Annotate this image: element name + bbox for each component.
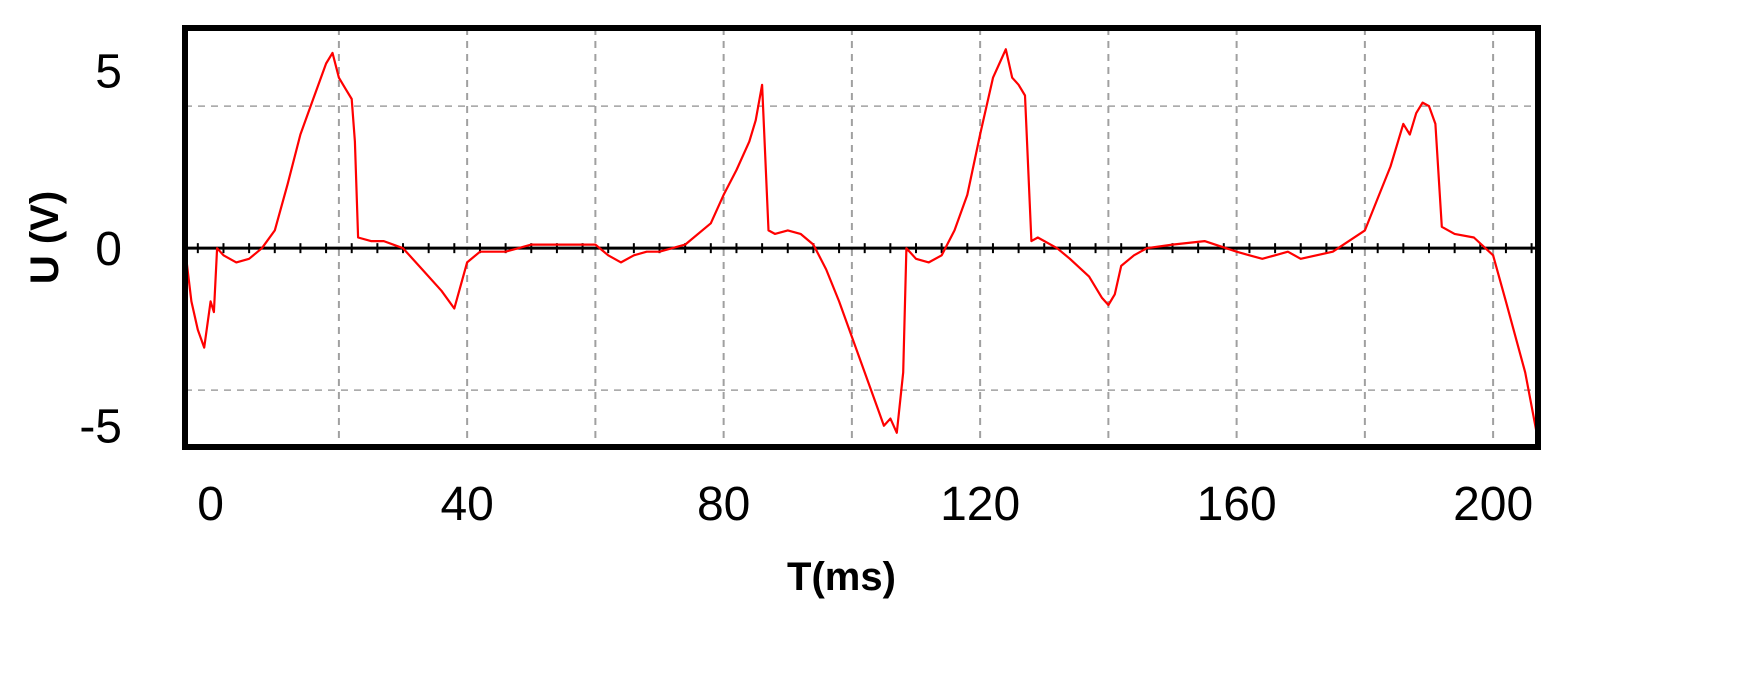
y-axis-title: U (V) xyxy=(23,191,67,284)
x-tick-label: 120 xyxy=(940,478,1020,531)
y-tick-label: 0 xyxy=(95,223,122,276)
x-axis-title: T(ms) xyxy=(787,555,896,599)
plot-frame xyxy=(182,25,1541,450)
x-tick-label: 160 xyxy=(1197,478,1277,531)
x-tick-labels: 0 40 80 120 160 200 xyxy=(197,478,1533,531)
grid-lines xyxy=(185,28,1538,447)
x-tick-label: 200 xyxy=(1453,478,1533,531)
x-tick-label: 0 xyxy=(197,478,224,531)
baseline-tick-marks xyxy=(196,243,1533,254)
series-line-u xyxy=(183,48,1540,441)
y-tick-label: 5 xyxy=(95,46,122,99)
x-tick-label: 40 xyxy=(440,478,493,531)
y-tick-label: -5 xyxy=(79,401,122,454)
y-tick-labels: 5 0 -5 xyxy=(79,46,122,454)
x-tick-label: 80 xyxy=(697,478,750,531)
